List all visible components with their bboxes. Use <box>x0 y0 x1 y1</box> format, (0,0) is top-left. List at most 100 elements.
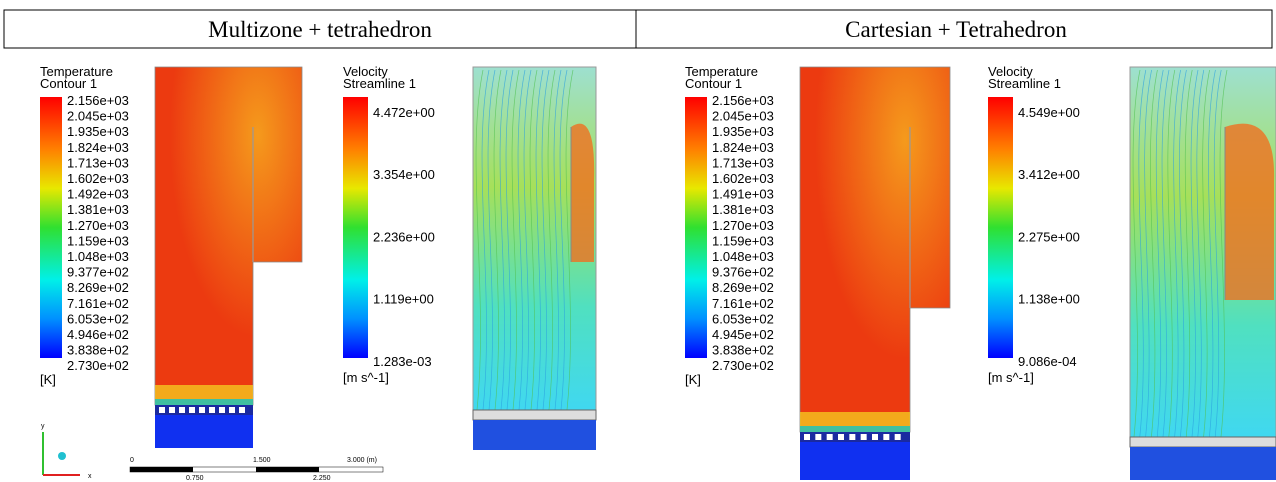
legend-title: Velocity <box>988 64 1033 79</box>
nozzle <box>872 434 878 440</box>
legend-label: 4.946e+02 <box>67 327 129 342</box>
nozzle <box>239 407 245 413</box>
legend-label: 1.935e+03 <box>67 124 129 139</box>
legend-unit: [K] <box>40 372 56 387</box>
streamline <box>1150 69 1158 438</box>
legend-label: 1.713e+03 <box>712 155 774 170</box>
legend-label: 8.269e+02 <box>67 280 129 295</box>
streamline <box>1219 69 1228 438</box>
legend-title: Temperature <box>40 64 113 79</box>
streamline <box>553 69 562 411</box>
legend-title: Velocity <box>343 64 388 79</box>
legend-label: 1.824e+03 <box>67 140 129 155</box>
colorbar <box>40 97 62 358</box>
scale-label: 1.500 <box>253 457 271 464</box>
legend-label: 1.138e+00 <box>1018 292 1080 307</box>
legend-unit: [m s^-1] <box>988 370 1034 385</box>
recirculation <box>1130 447 1276 480</box>
streamline <box>541 69 550 411</box>
streamline <box>529 69 538 411</box>
scale-bar-seg <box>256 467 319 472</box>
jet <box>1225 123 1275 300</box>
legend-label: 1.048e+03 <box>67 249 129 264</box>
streamline <box>1155 69 1164 438</box>
legend-title: Temperature <box>685 64 758 79</box>
legend-label: 1.270e+03 <box>712 218 774 233</box>
nozzle-band <box>155 399 253 405</box>
jet <box>571 123 595 262</box>
axis-label: x <box>88 473 92 480</box>
legend-label: 9.086e-04 <box>1018 354 1077 369</box>
nozzle <box>229 407 235 413</box>
nozzle <box>849 434 856 440</box>
legend-subtitle: Contour 1 <box>40 76 97 91</box>
legend-label: 4.945e+02 <box>712 327 774 342</box>
cold-zone <box>800 442 910 480</box>
legend-label: 1.381e+03 <box>67 202 129 217</box>
legend-label: 9.377e+02 <box>67 265 129 280</box>
streamline <box>1167 69 1176 438</box>
legend-label: 8.269e+02 <box>712 280 774 295</box>
streamline <box>1144 69 1152 438</box>
streamline <box>1184 69 1193 438</box>
streamline <box>1138 69 1147 438</box>
legend-label: 7.161e+02 <box>712 296 774 311</box>
legend-label: 1.602e+03 <box>712 171 774 186</box>
legend-label: 2.730e+02 <box>67 358 129 373</box>
colorbar <box>988 97 1013 358</box>
streamline <box>481 69 490 411</box>
z-axis-dot <box>58 452 66 460</box>
legend-label: 1.159e+03 <box>67 233 129 248</box>
legend-label: 1.048e+03 <box>712 249 774 264</box>
streamline <box>1213 69 1222 438</box>
streamline <box>499 69 508 411</box>
temperature-contour <box>799 66 951 433</box>
nozzle-row <box>472 409 597 421</box>
legend-label: 7.161e+02 <box>67 296 129 311</box>
legend-label: 3.838e+02 <box>712 343 774 358</box>
streamline <box>523 69 532 411</box>
legend-label: 6.053e+02 <box>67 311 129 326</box>
streamline <box>517 69 526 411</box>
nozzle <box>815 434 822 440</box>
colorbar <box>343 97 368 358</box>
streamline <box>547 69 556 411</box>
streamline <box>1161 69 1170 438</box>
recirculation <box>473 420 596 450</box>
scale-label: 0 <box>130 457 134 464</box>
legend-label: 2.045e+03 <box>712 109 774 124</box>
scale-bar-seg <box>130 467 193 472</box>
nozzle <box>169 407 175 413</box>
legend-label: 4.472e+00 <box>373 105 435 120</box>
legend-subtitle: Contour 1 <box>685 76 742 91</box>
legend-label: 1.491e+03 <box>712 187 774 202</box>
streamline <box>493 69 502 411</box>
scale-sublabel: 0.750 <box>186 475 204 482</box>
legend-label: 4.549e+00 <box>1018 105 1080 120</box>
nozzle-row <box>1129 436 1276 448</box>
streamline <box>1179 69 1187 438</box>
legend-label: 1.119e+00 <box>373 292 434 307</box>
nozzle-band <box>800 426 910 432</box>
legend-subtitle: Streamline 1 <box>343 76 416 91</box>
legend-label: 1.283e-03 <box>373 354 432 369</box>
nozzle <box>860 434 867 440</box>
nozzle <box>804 434 810 440</box>
legend-label: 9.376e+02 <box>712 265 774 280</box>
nozzle <box>189 407 195 413</box>
streamline <box>475 69 484 411</box>
streamline <box>487 69 496 411</box>
column-title: Multizone + tetrahedron <box>208 17 432 42</box>
header-border <box>3 9 1273 49</box>
nozzle <box>894 434 901 440</box>
streamline <box>1202 69 1210 438</box>
streamline <box>1190 69 1199 438</box>
legend-label: 3.838e+02 <box>67 343 129 358</box>
nozzle <box>209 407 215 413</box>
legend-label: 1.159e+03 <box>712 233 774 248</box>
nozzle <box>883 434 890 440</box>
cold-zone <box>155 415 253 448</box>
streamline <box>1173 69 1181 438</box>
streamline <box>565 69 574 411</box>
